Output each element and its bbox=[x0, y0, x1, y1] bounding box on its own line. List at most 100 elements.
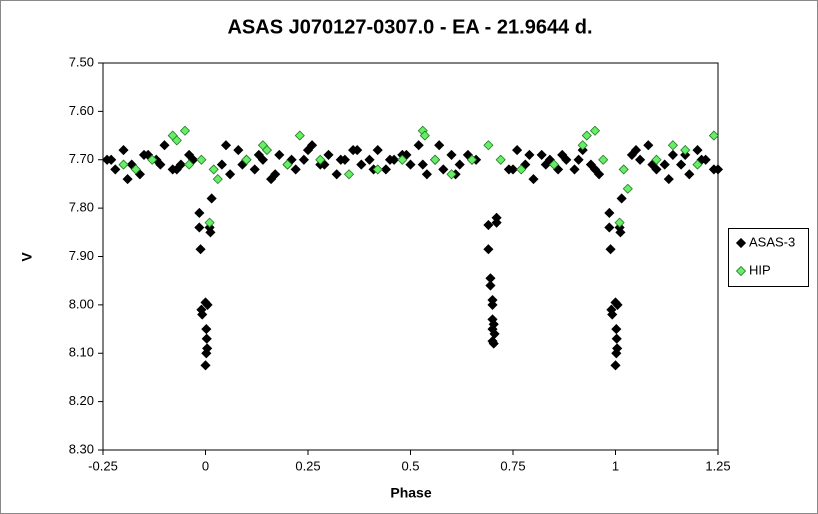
data-point bbox=[343, 169, 355, 180]
y-axis-title: V bbox=[19, 252, 35, 262]
data-point bbox=[512, 145, 523, 156]
data-point bbox=[201, 348, 212, 359]
data-point bbox=[335, 154, 346, 165]
data-point bbox=[253, 149, 264, 160]
data-point bbox=[466, 154, 478, 165]
data-point bbox=[147, 154, 158, 165]
data-point bbox=[708, 130, 719, 141]
y-tick-label: 8.00 bbox=[69, 296, 94, 311]
data-point bbox=[491, 217, 502, 228]
data-point bbox=[516, 164, 527, 175]
data-point bbox=[446, 169, 457, 180]
data-point bbox=[195, 244, 206, 255]
data-point bbox=[155, 159, 166, 170]
legend-label: HIP bbox=[749, 262, 771, 277]
data-point bbox=[643, 140, 654, 151]
data-point bbox=[225, 169, 236, 180]
data-point bbox=[106, 154, 117, 165]
data-point bbox=[384, 154, 396, 165]
y-tick-label: 7.80 bbox=[69, 200, 94, 215]
x-tick-label: -0.25 bbox=[88, 458, 118, 473]
data-point bbox=[397, 154, 408, 165]
data-point bbox=[122, 174, 133, 185]
data-point bbox=[614, 217, 625, 228]
data-point bbox=[205, 227, 216, 238]
data-point bbox=[331, 169, 342, 180]
data-point bbox=[261, 145, 273, 156]
data-point bbox=[615, 227, 626, 238]
data-point bbox=[130, 164, 141, 175]
data-point bbox=[610, 360, 621, 371]
data-point bbox=[692, 145, 703, 156]
y-tick-label: 7.50 bbox=[69, 54, 94, 69]
data-point bbox=[201, 323, 212, 335]
data-point bbox=[622, 183, 633, 194]
data-point bbox=[430, 154, 441, 165]
data-point bbox=[212, 174, 223, 185]
data-point bbox=[540, 159, 551, 170]
y-tick-label: 7.60 bbox=[69, 103, 94, 118]
data-point bbox=[611, 333, 622, 344]
data-point bbox=[635, 154, 646, 165]
data-point bbox=[663, 174, 674, 185]
legend-marker bbox=[735, 237, 747, 249]
data-point bbox=[604, 207, 615, 219]
data-point bbox=[612, 299, 623, 310]
data-point bbox=[485, 280, 496, 291]
data-point bbox=[680, 145, 691, 156]
data-point bbox=[557, 149, 568, 160]
data-point bbox=[692, 159, 703, 170]
data-point bbox=[605, 244, 616, 255]
data-point bbox=[197, 309, 208, 320]
data-point bbox=[356, 159, 367, 170]
y-tick-label: 7.70 bbox=[69, 151, 94, 166]
data-point bbox=[282, 159, 293, 170]
data-point bbox=[201, 333, 212, 344]
data-point bbox=[488, 338, 499, 349]
data-point bbox=[524, 149, 535, 160]
data-point bbox=[323, 149, 334, 160]
data-point bbox=[417, 159, 428, 170]
data-point bbox=[194, 222, 205, 233]
data-point bbox=[206, 193, 217, 204]
data-point bbox=[607, 309, 618, 320]
data-point bbox=[438, 164, 449, 175]
y-tick-label: 7.90 bbox=[69, 248, 94, 263]
data-point bbox=[352, 145, 363, 156]
legend-label: ASAS-3 bbox=[749, 234, 795, 249]
data-point bbox=[589, 125, 601, 136]
data-point bbox=[454, 159, 465, 170]
x-axis-title: Phase bbox=[390, 485, 431, 501]
data-point bbox=[372, 164, 383, 175]
data-point bbox=[421, 169, 432, 180]
x-tick-label: 0.25 bbox=[295, 458, 320, 473]
data-point bbox=[233, 145, 244, 156]
data-point bbox=[249, 164, 260, 175]
data-point bbox=[548, 159, 560, 170]
data-point bbox=[651, 154, 662, 165]
data-point bbox=[419, 130, 430, 141]
data-point bbox=[446, 149, 457, 160]
x-tick-label: 0.75 bbox=[500, 458, 525, 473]
data-point bbox=[483, 244, 494, 255]
data-point bbox=[204, 217, 215, 228]
data-point bbox=[712, 164, 724, 175]
data-point bbox=[171, 135, 182, 146]
data-point bbox=[581, 130, 592, 141]
data-point bbox=[487, 299, 498, 310]
data-point bbox=[483, 219, 494, 231]
x-tick-label: 0.5 bbox=[401, 458, 419, 473]
data-point bbox=[528, 174, 539, 185]
data-point bbox=[179, 125, 191, 136]
data-point bbox=[241, 154, 252, 165]
data-point bbox=[364, 154, 375, 165]
data-point bbox=[598, 154, 609, 165]
data-point bbox=[589, 164, 601, 175]
data-point bbox=[405, 159, 416, 170]
data-point bbox=[659, 159, 670, 170]
data-point bbox=[290, 164, 301, 175]
data-point bbox=[434, 140, 445, 151]
data-point bbox=[302, 145, 314, 156]
data-point bbox=[495, 154, 506, 165]
data-point bbox=[216, 159, 227, 170]
